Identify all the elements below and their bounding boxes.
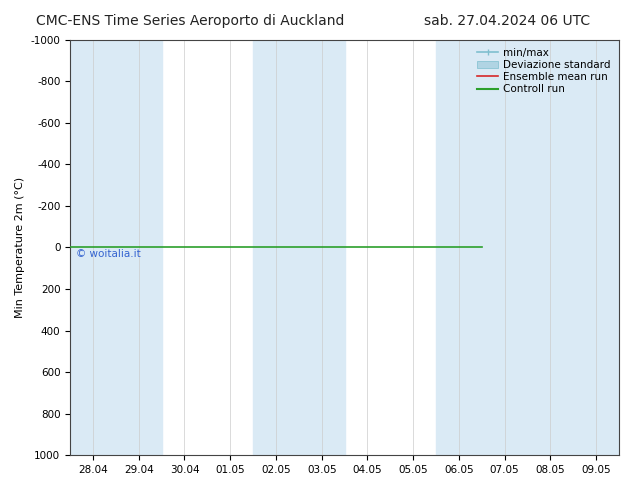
Legend: min/max, Deviazione standard, Ensemble mean run, Controll run: min/max, Deviazione standard, Ensemble m… [474,45,614,98]
Y-axis label: Min Temperature 2m (°C): Min Temperature 2m (°C) [15,177,25,318]
Bar [436,40,527,455]
Bar [70,40,162,455]
Text: © woitalia.it: © woitalia.it [75,249,140,259]
Text: sab. 27.04.2024 06 UTC: sab. 27.04.2024 06 UTC [424,14,590,28]
Text: CMC-ENS Time Series Aeroporto di Auckland: CMC-ENS Time Series Aeroporto di Aucklan… [36,14,344,28]
Bar [253,40,344,455]
Bar [527,40,619,455]
